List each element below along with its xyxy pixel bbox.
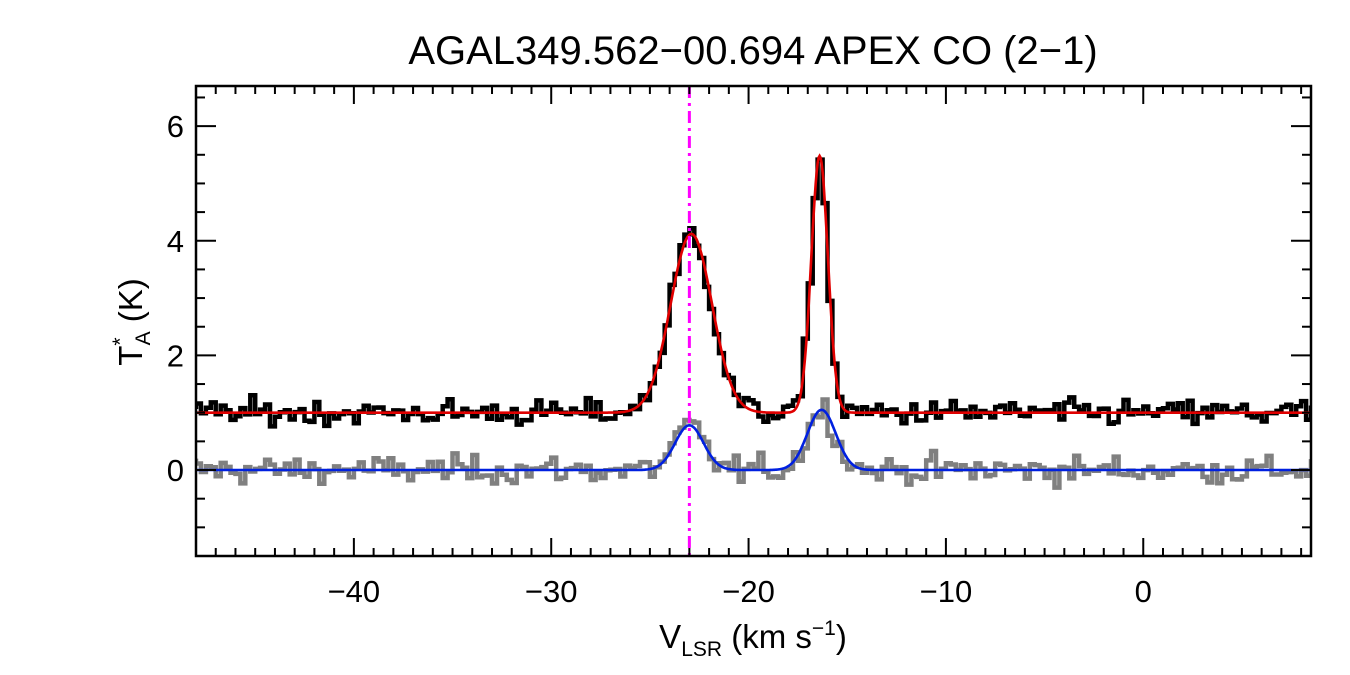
series-observed-spectrum-offset-1-k: [196, 157, 1311, 429]
x-axis-label-sub: LSR: [681, 638, 722, 661]
x-tick-label: −20: [722, 574, 775, 609]
x-tick-label: −10: [920, 574, 973, 609]
series-fit-to-secondary-spectrum: [196, 408, 1311, 472]
x-tick-label: −40: [328, 574, 381, 609]
y-axis-label-units: (K): [112, 278, 149, 331]
series-fit-to-observed-spectrum: [196, 153, 1311, 414]
plot-area: [196, 86, 1311, 556]
y-tick-label: 4: [167, 224, 184, 259]
x-axis-label: VLSR (km s−1): [659, 617, 847, 661]
chart-title: AGAL349.562−00.694 APEX CO (2−1): [408, 29, 1097, 73]
x-axis-label-sup: −1: [812, 617, 836, 640]
y-axis-label-main: T: [112, 346, 149, 366]
y-axis-label: T*A (K): [109, 278, 155, 366]
plot-frame: [194, 84, 1313, 558]
x-axis-label-close: ): [836, 618, 847, 655]
series-group: [196, 153, 1311, 490]
y-axis-label-sup: *: [109, 337, 132, 345]
y-tick-label: 0: [167, 453, 184, 488]
y-tick-label: 2: [167, 338, 184, 373]
x-tick-label: 0: [1135, 574, 1152, 609]
axes: −40 −30 −20 −10 0 0 2 4 6: [167, 84, 1313, 609]
x-axis-label-main: V: [659, 618, 681, 655]
y-axis-label-sub: A: [132, 331, 155, 345]
y-tick-label: 6: [167, 109, 184, 144]
x-tick-label: −30: [525, 574, 578, 609]
x-axis-label-units: (km s: [722, 618, 812, 655]
